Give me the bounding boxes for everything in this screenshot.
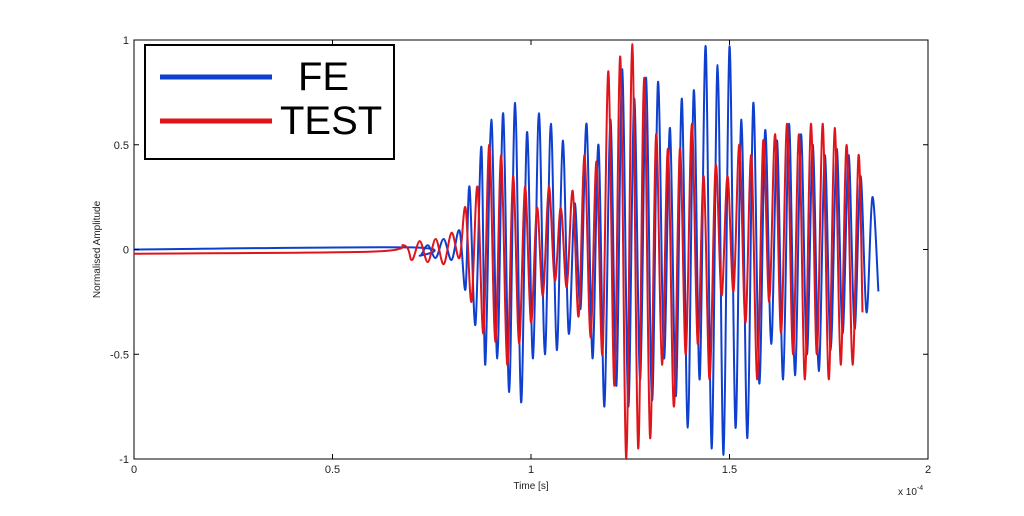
x-axis-multiplier: x 10-4 [898, 485, 923, 498]
y-tick-label: -0.5 [110, 349, 129, 361]
series-layer [133, 43, 880, 461]
x-tick-label: 1.5 [722, 464, 737, 476]
x-tick-label: 2 [925, 464, 931, 476]
y-axis-label: Normalised Amplitude [92, 200, 103, 298]
series-line-test [133, 43, 864, 461]
legend: FE TEST [144, 44, 395, 160]
y-tick-label: -1 [119, 454, 129, 466]
legend-label-fe: FE [298, 55, 349, 99]
x-tick-label: 0 [131, 464, 137, 476]
x-axis-multiplier-base: x 10 [898, 487, 917, 498]
legend-label-test: TEST [280, 99, 382, 143]
x-tick-label: 0.5 [325, 464, 340, 476]
x-axis-multiplier-exponent: -4 [917, 485, 923, 492]
y-tick-label: 0 [123, 245, 129, 257]
y-tick-label: 0.5 [114, 140, 129, 152]
legend-box [144, 44, 395, 160]
x-axis-label: Time [s] [513, 481, 548, 492]
y-tick-label: 1 [123, 35, 129, 47]
ticks-layer: 0 0.5 1 1.5 2 -1 -0.5 0 0.5 1 [110, 35, 931, 476]
x-tick-label: 1 [528, 464, 534, 476]
